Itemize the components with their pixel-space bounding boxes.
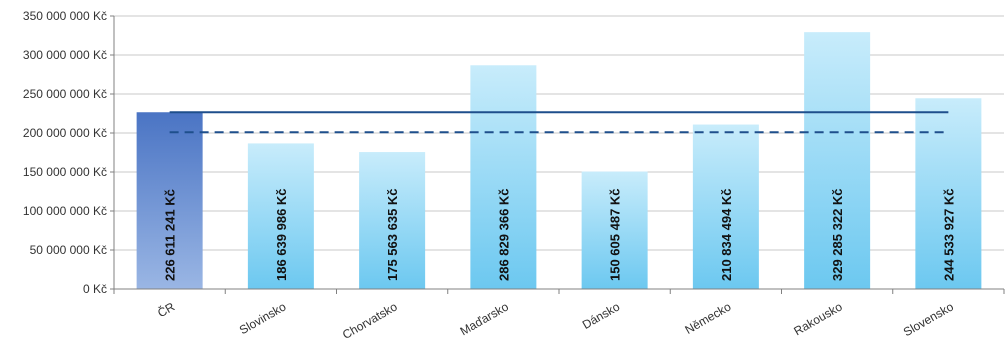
reference-lines	[169, 111, 949, 134]
y-tick-label: 250 000 000 Kč	[23, 87, 107, 101]
category-label: Chorvatsko	[340, 299, 400, 342]
y-tick-label: 150 000 000 Kč	[23, 165, 107, 179]
y-tick-label: 300 000 000 Kč	[23, 48, 107, 62]
category-label: ČR	[155, 298, 178, 320]
bar	[136, 112, 203, 290]
bar-data-label: 286 829 366 Kč	[496, 188, 511, 281]
bar-data-label: 244 533 927 Kč	[941, 188, 956, 281]
category-label: Rakousko	[791, 299, 844, 338]
y-tick-label: 350 000 000 Kč	[23, 9, 107, 23]
bar	[581, 171, 648, 289]
bar-data-label: 210 834 494 Kč	[719, 188, 734, 281]
bar	[692, 124, 759, 289]
bar	[915, 98, 982, 289]
bar-data-label: 329 285 322 Kč	[830, 188, 845, 281]
bars	[136, 32, 982, 290]
bar-data-label: 226 611 241 Kč	[163, 189, 178, 281]
bar-data-label: 186 639 986 Kč	[274, 188, 289, 281]
category-label: Německo	[682, 299, 733, 337]
bar	[359, 152, 426, 289]
category-label: Slovensko	[901, 299, 956, 339]
axes	[110, 15, 1005, 294]
y-tick-label: 100 000 000 Kč	[23, 204, 107, 218]
bar-data-label: 175 563 635 Kč	[385, 188, 400, 281]
y-tick-label: 50 000 000 Kč	[30, 243, 107, 257]
bar-data-label: 150 605 487 Kč	[608, 188, 623, 281]
category-label: Dánsko	[580, 299, 623, 332]
y-tick-label: 0 Kč	[83, 282, 107, 296]
category-label: Slovinsko	[237, 299, 289, 337]
category-label: Maďarsko	[458, 299, 512, 338]
y-tick-label: 200 000 000 Kč	[23, 126, 107, 140]
bar	[247, 143, 314, 289]
bar	[470, 65, 537, 289]
bar	[804, 32, 871, 290]
